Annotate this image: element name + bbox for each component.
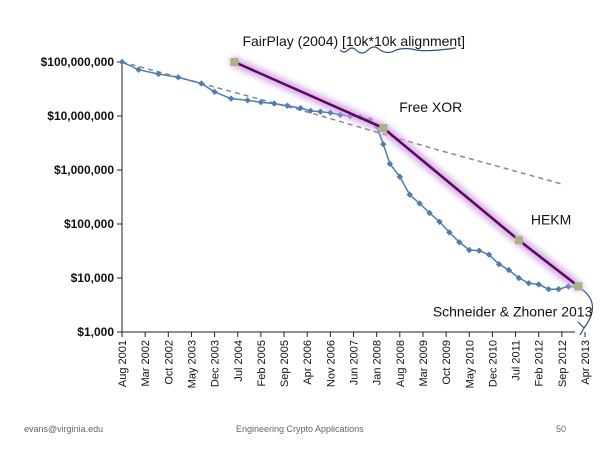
- y-tick-label: $100,000,000: [41, 55, 115, 69]
- x-tick-label: Mar 2009: [418, 340, 430, 386]
- highlight-marker: [379, 123, 388, 132]
- x-tick-label: Oct 2009: [441, 340, 453, 385]
- cost-data-point: [545, 286, 552, 293]
- cost-data-point: [525, 280, 532, 287]
- cost-data-point: [118, 58, 126, 66]
- footer-title: Engineering Crypto Applications: [236, 424, 364, 434]
- cost-data-point: [135, 66, 142, 73]
- annotation-label: Schneider & Zhoner 2013: [433, 303, 593, 319]
- annotations-layer: FairPlay (2004) [10k*10k alignment] Free …: [242, 33, 592, 319]
- x-tick-label: Dec 2003: [210, 340, 222, 387]
- y-axis-ticks: $100,000,000 $10,000,000 $1,000,000 $100,00…: [41, 55, 122, 339]
- cost-series-line: [121, 61, 579, 290]
- cost-data-point: [175, 74, 182, 81]
- cost-data-point: [426, 209, 433, 217]
- x-tick-label: Aug 2001: [117, 340, 129, 387]
- footer-page-number: 50: [556, 424, 567, 434]
- cost-data-point: [565, 283, 572, 290]
- x-tick-label: Jul 2011: [511, 340, 523, 381]
- x-tick-label: Jul 2004: [233, 340, 245, 382]
- highlight-marker: [574, 282, 583, 291]
- cost-data-point: [227, 95, 235, 102]
- cost-data-point: [327, 109, 334, 116]
- axes: [121, 62, 575, 333]
- handwritten-underline: [339, 46, 457, 54]
- x-tick-label: Jun 2007: [349, 340, 361, 385]
- highlight-line: [233, 60, 580, 288]
- y-tick-label: $10,000: [71, 271, 115, 285]
- cost-data-point: [485, 251, 493, 258]
- trend-dashed-line: [121, 61, 562, 185]
- cost-data-point: [284, 102, 291, 109]
- cost-data-point: [436, 218, 443, 225]
- y-tick-label: $1,000,000: [54, 163, 114, 177]
- cost-data-point: [257, 99, 265, 106]
- cost-data-point: [198, 80, 205, 87]
- highlight-marker: [230, 58, 239, 66]
- series-layer: [118, 57, 593, 336]
- cost-data-point: [155, 70, 162, 78]
- x-tick-label: Feb 2005: [256, 340, 268, 386]
- cost-data-point: [244, 97, 251, 104]
- annotation-label: HEKM: [531, 211, 571, 227]
- x-tick-label: Apr 2013: [580, 340, 592, 385]
- y-tick-label: $10,000,000: [47, 109, 114, 123]
- cost-data-point: [396, 173, 403, 180]
- y-tick-label: $100,000: [64, 217, 114, 231]
- cost-data-point: [475, 247, 483, 254]
- x-tick-label: Nov 2006: [325, 340, 337, 387]
- cost-data-point: [505, 266, 513, 274]
- x-tick-label: Jan 2008: [372, 340, 384, 385]
- x-tick-label: Dec 2010: [487, 340, 499, 387]
- cost-data-point: [535, 281, 542, 288]
- x-tick-label: Aug 2008: [395, 340, 407, 387]
- cost-data-point: [270, 100, 278, 107]
- x-tick-label: Apr 2006: [302, 340, 314, 385]
- cost-data-point: [555, 286, 562, 293]
- cost-data-point: [386, 160, 394, 168]
- annotation-label: Free XOR: [399, 99, 462, 115]
- cost-data-point: [515, 274, 523, 282]
- cost-data-point: [416, 200, 423, 207]
- x-tick-label: Sep 2005: [279, 340, 291, 387]
- cost-data-point: [307, 107, 314, 114]
- x-tick-label: May 2010: [464, 340, 476, 388]
- cost-data-point: [466, 246, 473, 254]
- x-tick-label: Feb 2012: [534, 340, 546, 386]
- highlight-glow: [229, 57, 584, 292]
- x-tick-label: Oct 2002: [163, 340, 175, 385]
- cost-data-point: [456, 239, 463, 246]
- cost-data-point: [406, 191, 413, 198]
- x-tick-label: Mar 2002: [140, 340, 152, 386]
- cost-data-point: [211, 88, 218, 96]
- cost-data-point: [380, 141, 387, 148]
- y-tick-label: $1,000: [77, 325, 114, 339]
- cost-data-point: [446, 229, 453, 236]
- cost-data-point: [297, 104, 304, 112]
- annotation-label: FairPlay (2004) [10k*10k alignment]: [242, 33, 465, 49]
- x-tick-label: May 2003: [186, 340, 198, 388]
- cost-data-point: [317, 108, 324, 115]
- highlight-marker: [514, 236, 523, 245]
- x-axis-ticks: Aug 2001 Mar 2002 Oct 2002 May 2003 Dec 2003…: [117, 332, 592, 388]
- cost-data-point: [495, 261, 503, 268]
- trend-tail-arrowhead: [577, 321, 585, 336]
- x-tick-label: Sep 2012: [557, 340, 569, 387]
- footer-email: evans@virginia.edu: [24, 424, 104, 434]
